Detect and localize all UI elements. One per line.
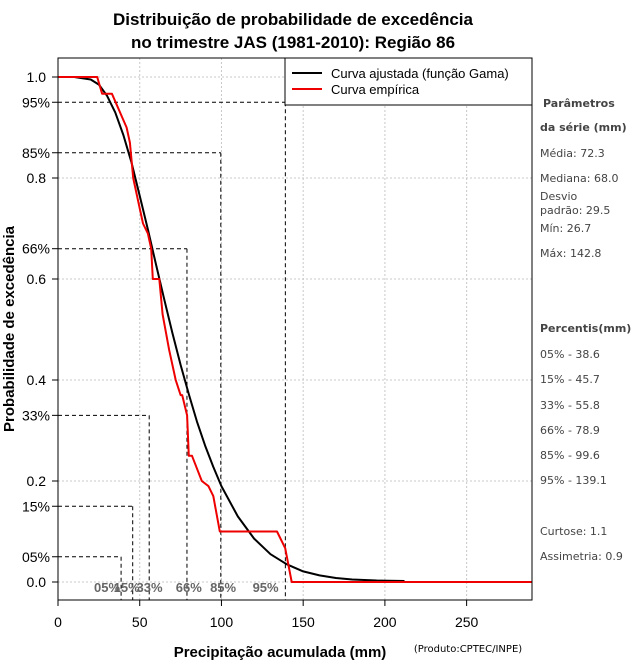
x-axis-label: Precipitação acumulada (mm) bbox=[174, 644, 387, 660]
percentil-66: 66% - 78.9 bbox=[540, 424, 600, 437]
reference-lines bbox=[58, 101, 286, 600]
y-tick-label: 0.6 bbox=[27, 271, 47, 287]
x-tick-label: 200 bbox=[373, 614, 397, 630]
y-percent-label: 05% bbox=[22, 549, 50, 565]
legend-label-fitted: Curva ajustada (função Gama) bbox=[331, 66, 509, 81]
percentil-33: 33% - 55.8 bbox=[540, 399, 600, 412]
x-axis-ticks: 0 50 100 150 200 250 bbox=[54, 600, 479, 630]
percentil-15: 15% - 45.7 bbox=[540, 373, 600, 386]
y-axis-label: Probabilidade de excedência bbox=[1, 225, 18, 432]
stat-curtose: Curtose: 1.1 bbox=[540, 525, 607, 538]
legend-label-empirical: Curva empírica bbox=[331, 82, 420, 97]
percentil-85: 85% - 99.6 bbox=[540, 449, 600, 462]
y-tick-label: 0.0 bbox=[27, 574, 47, 590]
x-percent-label: 85% bbox=[210, 580, 236, 595]
stat-max: Máx: 142.8 bbox=[540, 247, 601, 260]
stat-desvio-line2: padrão: 29.5 bbox=[540, 204, 610, 217]
x-tick-label: 0 bbox=[54, 614, 62, 630]
y-tick-label: 0.8 bbox=[27, 170, 47, 186]
stat-media: Média: 72.3 bbox=[540, 147, 605, 160]
series-line-empirical bbox=[58, 76, 532, 583]
params-heading-1: Parâmetros bbox=[543, 97, 615, 110]
x-tick-label: 150 bbox=[291, 614, 315, 630]
series-line-fitted bbox=[58, 76, 405, 582]
legend: Curva ajustada (função Gama) Curva empír… bbox=[284, 57, 533, 106]
x-percent-label: 33% bbox=[137, 580, 163, 595]
y-percent-labels: 95% 85% 66% 33% 15% 05% bbox=[22, 94, 58, 565]
x-tick-label: 100 bbox=[210, 614, 234, 630]
y-percent-label: 95% bbox=[22, 94, 50, 110]
x-percent-label: 66% bbox=[176, 580, 202, 595]
credit-text: (Produto:CPTEC/INPE) bbox=[414, 644, 522, 655]
percentis-heading: Percentis(mm) bbox=[540, 322, 631, 335]
stat-mediana: Mediana: 68.0 bbox=[540, 172, 618, 185]
x-percent-label: 05% bbox=[94, 580, 120, 595]
params-heading-2: da série (mm) bbox=[540, 121, 627, 134]
stat-desvio-line1: Desvio bbox=[540, 190, 578, 203]
stat-assimetria: Assimetria: 0.9 bbox=[540, 550, 623, 563]
side-panel: Parâmetros da série (mm) Média: 72.3 Med… bbox=[540, 97, 631, 563]
chart-title-line1: Distribuição de probabilidade de excedên… bbox=[113, 10, 473, 29]
x-percent-label: 15% bbox=[114, 580, 140, 595]
y-tick-label: 0.2 bbox=[27, 473, 47, 489]
legend-box bbox=[284, 57, 533, 106]
x-percent-labels: 05%15%33% 66% 85% 95% bbox=[94, 580, 279, 595]
percentil-05: 05% - 38.6 bbox=[540, 348, 600, 361]
y-percent-label: 33% bbox=[22, 407, 50, 423]
x-tick-label: 250 bbox=[455, 614, 479, 630]
y-percent-label: 15% bbox=[22, 498, 50, 514]
y-tick-label: 0.4 bbox=[27, 372, 47, 388]
y-percent-label: 66% bbox=[22, 241, 50, 257]
stat-min: Mín: 26.7 bbox=[540, 222, 591, 235]
series-lines bbox=[58, 76, 532, 583]
y-tick-label: 1.0 bbox=[27, 69, 47, 85]
chart-title-line2: no trimestre JAS (1981-2010): Região 86 bbox=[131, 33, 455, 52]
percentil-95: 95% - 139.1 bbox=[540, 474, 607, 487]
x-percent-label: 95% bbox=[253, 580, 279, 595]
y-axis-ticks: 0.0 0.2 0.4 0.6 0.8 1.0 bbox=[27, 69, 58, 590]
y-percent-label: 85% bbox=[22, 145, 50, 161]
x-tick-label: 50 bbox=[132, 614, 148, 630]
